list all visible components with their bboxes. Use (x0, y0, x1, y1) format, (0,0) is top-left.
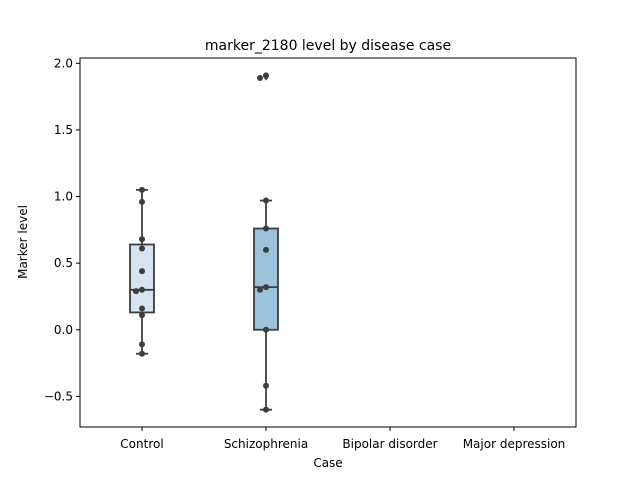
data-point (139, 305, 145, 312)
data-point (263, 197, 269, 204)
y-tick-label: 1.0 (54, 190, 73, 204)
x-tick-label: Control (120, 437, 163, 451)
data-point (263, 406, 269, 413)
data-point (263, 246, 269, 253)
box-iqr (129, 243, 155, 314)
chart-title: marker_2180 level by disease case (205, 38, 451, 54)
x-axis-label: Case (313, 456, 342, 470)
data-point (139, 268, 145, 275)
data-point (263, 284, 269, 291)
data-point (263, 225, 269, 232)
data-point (139, 341, 145, 348)
x-tick-label: Schizophrenia (224, 437, 308, 451)
data-point (139, 286, 145, 293)
y-tick-label: 2.0 (54, 56, 73, 70)
data-point (133, 288, 139, 295)
data-point (263, 72, 269, 79)
plot-area: −0.5 0.0 0.5 1.0 1.5 2.0 Control Schizophrenia B… (44, 56, 565, 451)
axes-frame (79, 57, 577, 428)
data-point (257, 286, 263, 293)
x-tick-label: Bipolar disorder (342, 437, 437, 451)
y-axis-label: Marker level (16, 205, 30, 279)
data-point (139, 236, 145, 243)
data-point (257, 74, 263, 81)
box-iqr (253, 227, 279, 331)
data-point (263, 326, 269, 333)
x-tick-label: Major depression (463, 437, 566, 451)
y-tick-label: 0.0 (54, 323, 73, 337)
data-point (139, 186, 145, 193)
data-point (139, 350, 145, 357)
data-point (139, 245, 145, 252)
y-tick-label: 0.5 (54, 256, 73, 270)
data-point (139, 198, 145, 205)
data-point (139, 312, 145, 319)
data-point (263, 382, 269, 389)
y-tick-label: 1.5 (54, 123, 73, 137)
y-tick-label: −0.5 (44, 389, 73, 403)
